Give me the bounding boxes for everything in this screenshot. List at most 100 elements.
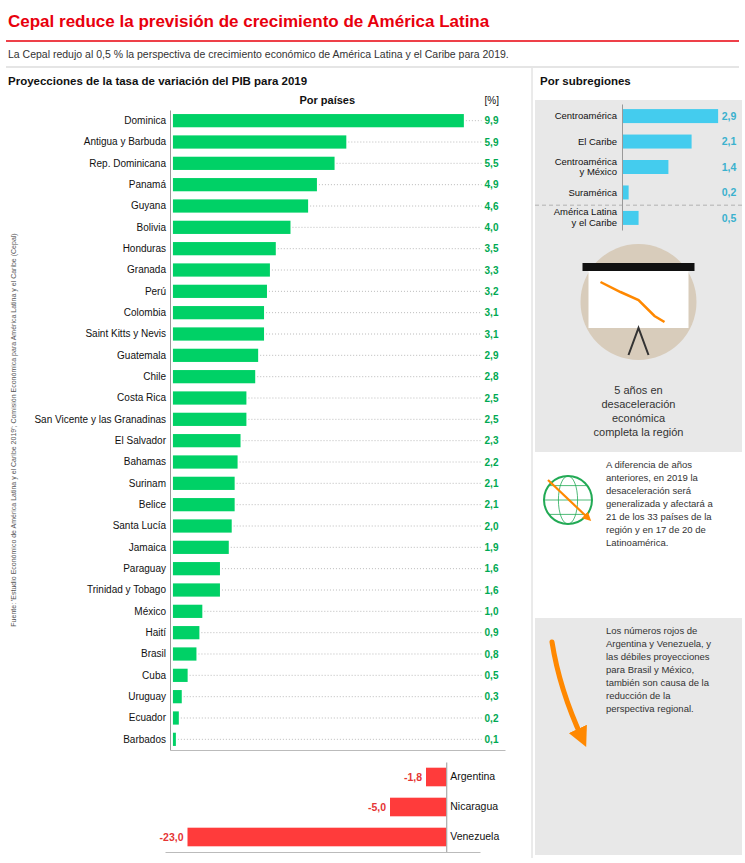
tick: Perú: [145, 286, 170, 297]
bar: [173, 562, 220, 575]
bar: [173, 242, 276, 255]
tick: Haití: [145, 627, 170, 638]
text-line: y México: [580, 166, 617, 177]
bar: [622, 109, 718, 123]
tick-label: Costa Rica: [117, 392, 166, 403]
data-label: 3,2: [485, 286, 499, 297]
tick-label: Centroamérica: [555, 110, 618, 121]
axis-line: [171, 750, 506, 751]
leader: [184, 696, 482, 697]
leader: [198, 654, 481, 655]
panel-background: [535, 100, 742, 232]
tick-label: Chile: [143, 371, 166, 382]
data-label: 1,6: [485, 563, 499, 574]
data-label: 2,5: [485, 393, 499, 404]
tick-label: Honduras: [123, 243, 166, 254]
tick-label: Venezuela: [450, 830, 499, 842]
tick: Suramérica: [568, 186, 622, 197]
data-label: 0,1: [485, 734, 499, 745]
axis-line: [170, 111, 171, 751]
tick-label: América Latinay el Caribe: [554, 206, 618, 228]
bar: [173, 221, 291, 234]
info-box: [535, 232, 742, 452]
bar: [622, 160, 668, 174]
x-axis: [166, 852, 481, 853]
tick: Granada: [127, 264, 170, 275]
tick: Barbados: [123, 734, 170, 745]
leader: [266, 334, 482, 335]
bar: [173, 583, 220, 596]
data-label: -1,8: [404, 771, 422, 783]
bar: [173, 690, 182, 703]
y-axis: CentroaméricaEl CaribeCentroaméricay Méx…: [554, 105, 623, 231]
bar: [173, 541, 229, 554]
tick-label: Trinidad y Tobago: [87, 584, 166, 595]
data-label: 0,3: [485, 691, 499, 702]
tick-label: Centroaméricay México: [555, 155, 618, 177]
tick-label: Granada: [127, 264, 166, 275]
tick-label: El Salvador: [115, 435, 167, 446]
axis-line: [166, 852, 481, 853]
data-label: 0,5: [485, 670, 499, 681]
tick: México: [134, 606, 170, 617]
data-label: 3,1: [485, 329, 499, 340]
tick-label: Cuba: [142, 670, 166, 681]
leader: [234, 526, 482, 527]
leader: [237, 504, 482, 505]
leader: [257, 376, 481, 377]
icon: [552, 642, 582, 738]
text-line: y el Caribe: [572, 217, 617, 228]
leader: [348, 142, 481, 143]
data-label: 2,1: [485, 499, 499, 510]
data-label: 0,9: [485, 627, 499, 638]
subtitle-rule: [6, 67, 739, 68]
tick-label: Paraguay: [123, 563, 166, 574]
data-label: 0,5: [722, 212, 737, 224]
bar: [173, 711, 179, 724]
plot-area: [173, 114, 482, 746]
bar: [173, 455, 238, 468]
icon: [549, 514, 587, 515]
leader: [269, 291, 482, 292]
icon: [629, 328, 649, 355]
tick: Jamaica: [129, 542, 170, 553]
tick: Antigua y Barbuda: [84, 136, 170, 147]
bar: [173, 306, 264, 319]
bar: [173, 135, 346, 148]
data-label: 4,9: [485, 179, 499, 190]
text-line: también son causa de la: [606, 677, 710, 688]
data-label: 0,2: [485, 713, 499, 724]
data-label: 2,9: [485, 350, 499, 361]
tick: Honduras: [123, 243, 170, 254]
data-label: 3,5: [485, 243, 499, 254]
text-line: Centroamérica: [555, 155, 618, 166]
leader: [466, 120, 482, 121]
icon: [548, 480, 588, 518]
tick: Guyana: [131, 200, 170, 211]
data-label: 0,8: [485, 649, 499, 660]
axis-line: [446, 763, 447, 853]
tick-label: Dominica: [124, 115, 166, 126]
data-label: 2,2: [485, 457, 499, 468]
bar: [173, 669, 188, 682]
data-label: 0,2: [722, 186, 737, 198]
tick-label: Antigua y Barbuda: [84, 136, 167, 147]
data-label: 2,5: [485, 414, 499, 425]
info-box: [535, 618, 742, 855]
bar: [622, 135, 692, 149]
tick: Uruguay: [128, 691, 170, 702]
data-label: 5,5: [485, 158, 499, 169]
data-label: -23,0: [160, 831, 184, 843]
tick: Cuba: [142, 670, 170, 681]
tick: Centroamérica: [555, 110, 622, 121]
data-label: 3,3: [485, 265, 499, 276]
bar: [173, 477, 235, 490]
tick-label: Rep. Dominicana: [89, 158, 166, 169]
data-label: 1,9: [485, 542, 499, 553]
tick: Centroaméricay México: [555, 155, 622, 177]
bar: [173, 285, 267, 298]
icon: [601, 282, 665, 322]
leader: [190, 675, 482, 676]
section-header: Por subregiones: [540, 75, 631, 87]
tick: Bolivia: [137, 222, 170, 233]
